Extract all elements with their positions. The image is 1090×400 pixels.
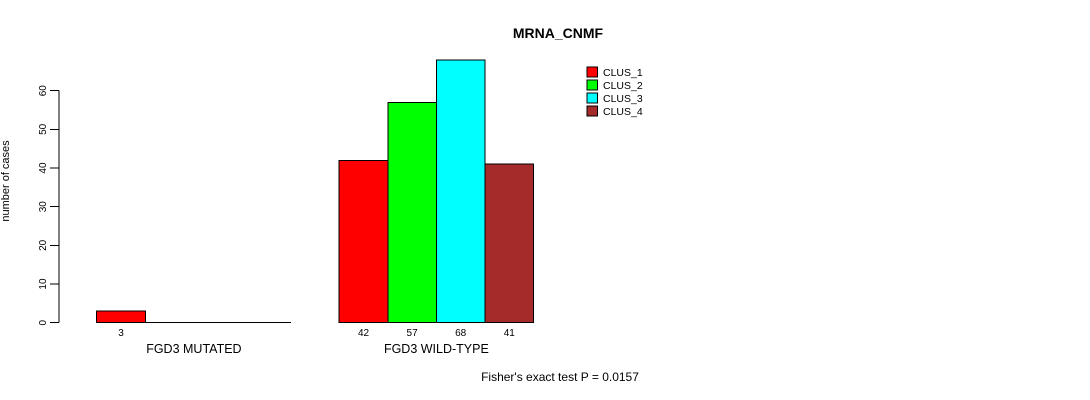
legend-swatch bbox=[586, 66, 598, 78]
y-tick-label: 30 bbox=[38, 201, 49, 213]
y-tick-label: 0 bbox=[38, 319, 49, 325]
group-label: FGD3 MUTATED bbox=[146, 342, 241, 356]
bar-value-label: 42 bbox=[358, 328, 370, 339]
bar-value-labels: 3 42 57 68 41 bbox=[118, 328, 515, 339]
bar-groups bbox=[96, 59, 535, 324]
bar-value-label: 57 bbox=[407, 328, 419, 339]
bar bbox=[484, 163, 535, 324]
y-tick-label: 40 bbox=[38, 162, 49, 174]
y-axis-label: number of cases bbox=[0, 140, 12, 222]
bar bbox=[338, 159, 389, 324]
y-tick-label: 10 bbox=[38, 278, 49, 290]
y-tick-label: 50 bbox=[38, 123, 49, 135]
group-label: FGD3 WILD-TYPE bbox=[384, 342, 489, 356]
chart-title: MRNA_CNMF bbox=[513, 25, 604, 41]
bar-value-label: 41 bbox=[504, 328, 516, 339]
y-axis: 0 10 20 30 40 50 60 bbox=[38, 85, 60, 325]
group-labels: FGD3 MUTATED FGD3 WILD-TYPE bbox=[146, 342, 489, 356]
bar bbox=[96, 310, 146, 324]
legend-swatch bbox=[586, 79, 598, 91]
bar bbox=[435, 59, 486, 324]
bar-value-label: 3 bbox=[118, 328, 124, 339]
bar-value-label: 68 bbox=[455, 328, 467, 339]
legend-swatch bbox=[586, 105, 598, 117]
bar bbox=[387, 101, 437, 324]
legend-label: CLUS_1 bbox=[603, 67, 643, 79]
legend-swatch bbox=[586, 92, 598, 104]
y-tick-label: 60 bbox=[38, 85, 49, 97]
fisher-test-annotation: Fisher's exact test P = 0.0157 bbox=[481, 370, 639, 384]
y-tick-label: 20 bbox=[38, 239, 49, 251]
legend-label: CLUS_2 bbox=[603, 80, 643, 92]
legend-label: CLUS_3 bbox=[603, 93, 643, 105]
legend-label: CLUS_4 bbox=[603, 106, 643, 118]
